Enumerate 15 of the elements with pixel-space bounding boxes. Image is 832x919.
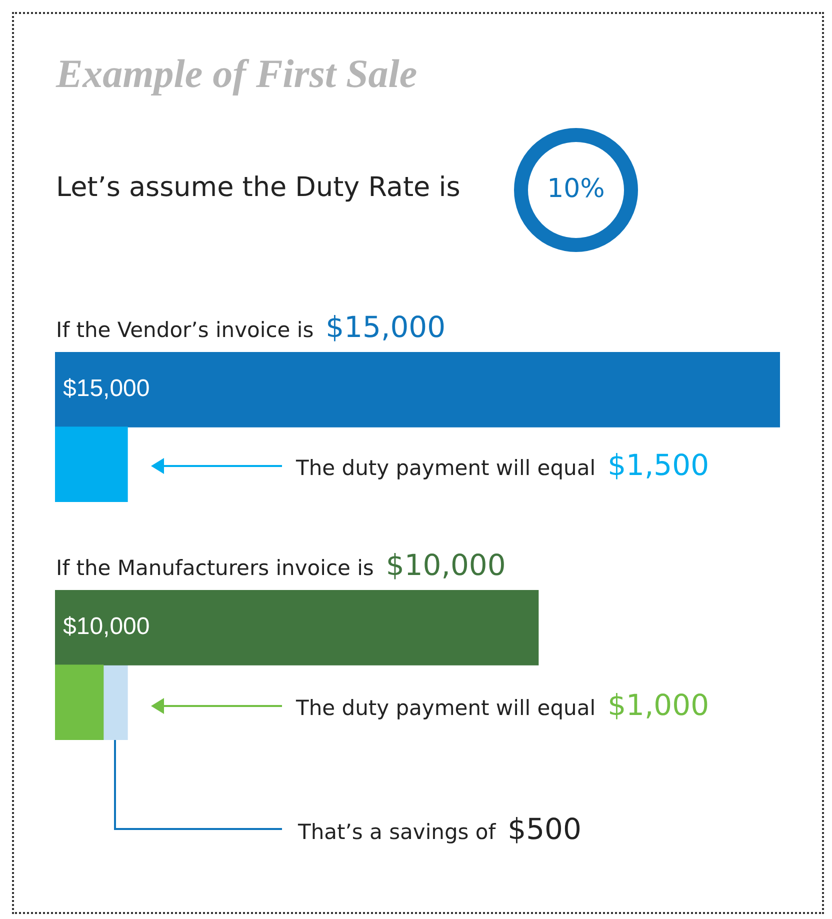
text: That’s a savings of [298, 820, 496, 844]
text: $10,000 [386, 548, 506, 582]
chart-title: If the Manufacturers invoice is [56, 556, 374, 580]
data-label: $15,000 [63, 375, 150, 402]
text: Let’s assume the Duty Rate is [56, 172, 460, 203]
text: $500 [508, 812, 582, 846]
text: $15,000 [326, 310, 446, 344]
annotation: The duty payment will equal [296, 696, 596, 720]
text: $1,000 [608, 688, 710, 722]
data-label: $10,000 [63, 613, 150, 640]
chart-title: If the Vendor’s invoice is [56, 318, 314, 342]
text: Example of First Sale [56, 50, 418, 97]
annotation: The duty payment will equal [296, 456, 596, 480]
text: 10% [546, 174, 606, 204]
annotation: $1,500 [608, 448, 710, 482]
